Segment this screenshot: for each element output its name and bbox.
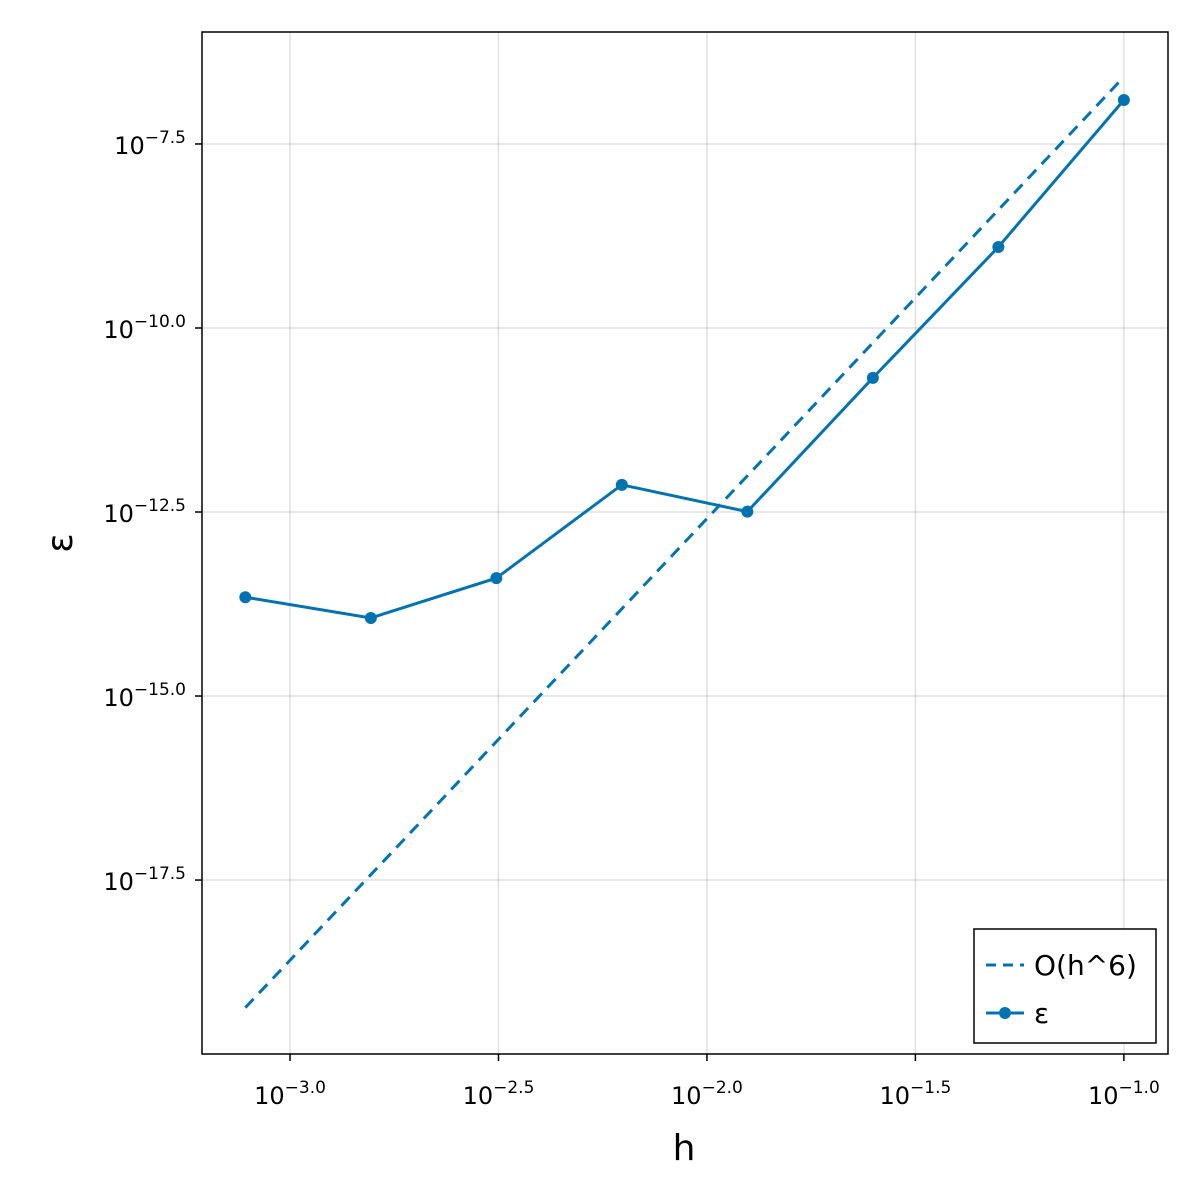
x-tick-label: 10−1.5 [879, 1078, 951, 1110]
y-tick-label: 10−17.5 [103, 864, 186, 896]
series-line [245, 99, 1126, 620]
x-axis-title: h [673, 1128, 696, 1169]
y-tick-label: 10−12.5 [103, 496, 186, 528]
data-point [1117, 94, 1130, 107]
data-point [239, 591, 252, 604]
data-point [490, 572, 503, 585]
y-tick-label: 10−15.0 [103, 680, 186, 712]
y-tick-label: 10−7.5 [114, 128, 186, 160]
x-tick-label: 10−2.5 [463, 1078, 535, 1110]
data-point [866, 371, 879, 384]
data-point [615, 478, 628, 491]
data-point [364, 611, 377, 624]
legend-label: O(h^6) [1034, 949, 1137, 982]
y-tick-label: 10−10.0 [103, 312, 186, 344]
legend-label: ε [1034, 997, 1049, 1030]
y-axis-title: ε [40, 533, 81, 552]
x-tick-label: 10−1.0 [1088, 1078, 1160, 1110]
series-line [244, 75, 1125, 1009]
plot-frame [201, 31, 1169, 1055]
legend-marker [999, 1007, 1011, 1019]
data-point [992, 240, 1005, 253]
data-point [741, 505, 754, 518]
x-tick-label: 10−2.0 [671, 1078, 743, 1110]
x-tick-label: 10−3.0 [254, 1078, 326, 1110]
legend-box [973, 928, 1157, 1044]
